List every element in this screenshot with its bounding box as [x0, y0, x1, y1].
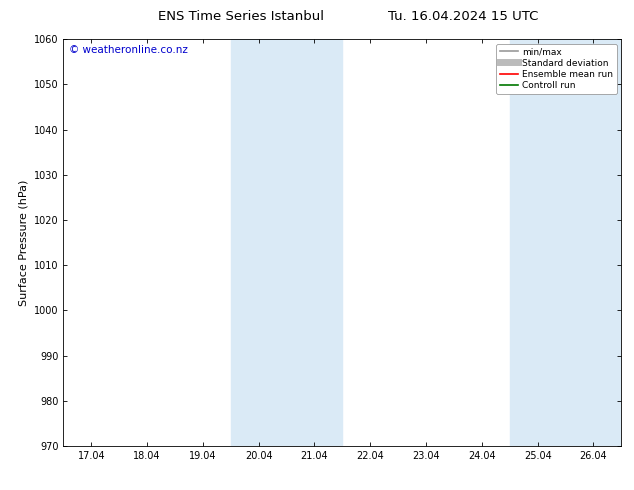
Legend: min/max, Standard deviation, Ensemble mean run, Controll run: min/max, Standard deviation, Ensemble me…	[496, 44, 617, 94]
Text: © weatheronline.co.nz: © weatheronline.co.nz	[69, 45, 188, 55]
Bar	[510, 39, 621, 446]
Bar	[231, 39, 342, 446]
Text: ENS Time Series Istanbul: ENS Time Series Istanbul	[158, 10, 324, 23]
Y-axis label: Surface Pressure (hPa): Surface Pressure (hPa)	[18, 179, 29, 306]
Text: Tu. 16.04.2024 15 UTC: Tu. 16.04.2024 15 UTC	[387, 10, 538, 23]
